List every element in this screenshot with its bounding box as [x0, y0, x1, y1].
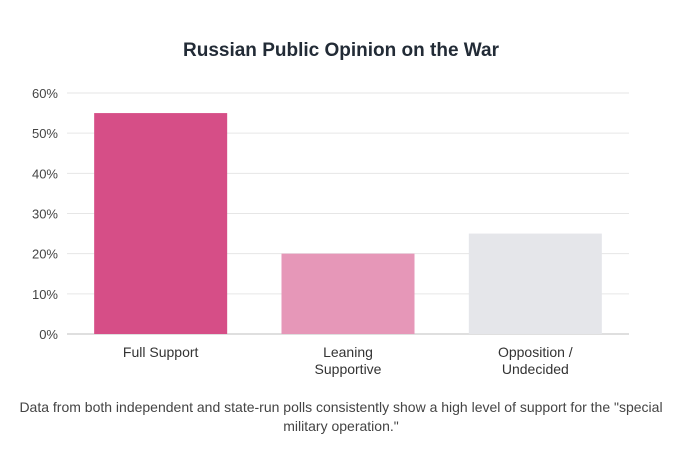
y-tick-label: 10%	[32, 287, 58, 302]
y-tick-label: 30%	[32, 207, 58, 222]
y-tick-label: 60%	[32, 86, 58, 101]
bar-chart: 0% 10% 20% 30% 40% 50% 60% Full Support LeaningS…	[32, 86, 629, 377]
y-tick-label: 0%	[39, 327, 58, 342]
bar	[468, 233, 602, 334]
bar	[281, 253, 415, 334]
y-tick-label: 50%	[32, 126, 58, 141]
chart-caption: Data from both independent and state-run…	[19, 399, 663, 434]
y-tick-label: 20%	[32, 247, 58, 262]
x-tick-label: Undecided	[502, 361, 569, 377]
bar	[94, 113, 228, 334]
x-tick-label: Opposition /	[498, 344, 573, 360]
chart-title: Russian Public Opinion on the War	[183, 40, 499, 61]
x-tick-label: Full Support	[123, 344, 199, 360]
x-tick-label: Supportive	[315, 361, 382, 377]
y-tick-label: 40%	[32, 166, 58, 181]
x-tick-label: Leaning	[323, 344, 373, 360]
